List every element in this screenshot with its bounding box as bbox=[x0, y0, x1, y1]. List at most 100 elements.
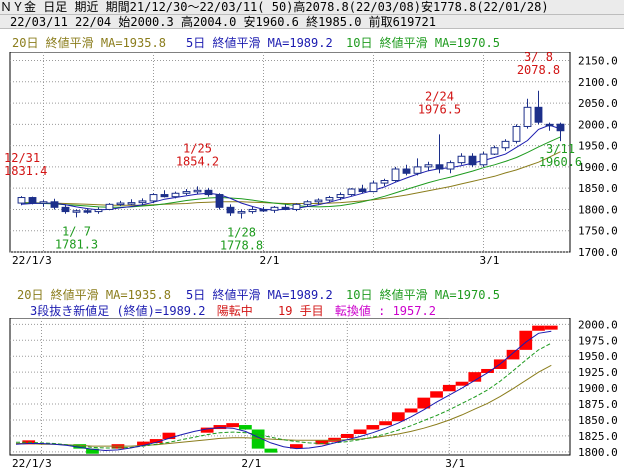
candle-body bbox=[61, 206, 70, 213]
annotation-date: 1/28 bbox=[227, 225, 256, 239]
break-brick bbox=[226, 423, 240, 428]
candle-body bbox=[292, 203, 301, 210]
y-tick-label: 2100.0 bbox=[578, 76, 618, 89]
break-brick bbox=[544, 325, 558, 330]
y-tick-label: 2000.0 bbox=[578, 318, 618, 331]
candle-body bbox=[237, 211, 246, 214]
break-brick bbox=[162, 432, 176, 440]
candle-body bbox=[138, 200, 147, 204]
candle-body bbox=[270, 206, 279, 211]
legend-ma20: 20日 終値平滑 MA=1935.8 bbox=[12, 36, 166, 50]
break-brick bbox=[137, 441, 150, 446]
x-tick-label: 2/1 bbox=[241, 457, 261, 470]
break-brick bbox=[506, 349, 520, 360]
candle-body bbox=[336, 194, 345, 199]
candle-body bbox=[39, 201, 48, 204]
y-tick-label: 1825.0 bbox=[578, 430, 618, 443]
candle-body bbox=[171, 192, 180, 198]
candle-body bbox=[127, 202, 136, 205]
candle-body bbox=[435, 164, 444, 170]
candle-body bbox=[380, 180, 389, 184]
lower-legend-ma5: 5日 終値平滑 MA=1989.2 bbox=[186, 288, 333, 302]
tlb-reversal-value: 転換値 : 1957.2 bbox=[334, 304, 436, 318]
tlb-trend-status: 陽転中 bbox=[216, 304, 253, 318]
plot-area bbox=[9, 52, 571, 253]
break-brick bbox=[404, 408, 418, 413]
y-tick-label: 1950.0 bbox=[578, 140, 618, 153]
candlestick-chart: 2150.0 2100.0 2050.0 2000.0 1950.0 1900.0 1850… bbox=[4, 52, 618, 264]
y-tick-label: 1850.0 bbox=[578, 182, 618, 195]
candle-body bbox=[248, 208, 257, 213]
break-brick bbox=[86, 448, 99, 454]
break-brick bbox=[366, 425, 380, 430]
candle-body bbox=[259, 208, 268, 212]
candle-body bbox=[512, 125, 521, 142]
break-brick bbox=[532, 325, 545, 331]
annotation-date: 2/24 bbox=[425, 89, 454, 103]
y-tick-label: 1900.0 bbox=[578, 161, 618, 174]
candle-body bbox=[402, 168, 411, 174]
break-brick bbox=[340, 433, 354, 438]
y-tick-label: 2150.0 bbox=[578, 55, 618, 68]
break-brick bbox=[442, 384, 456, 392]
candle-body bbox=[17, 197, 26, 204]
candle-body bbox=[369, 182, 378, 193]
candle-body bbox=[204, 189, 213, 196]
annotation-value: 1781.3 bbox=[55, 237, 98, 251]
quote-header: ＮＹ金 日足 期近 期間21/12/30～22/03/11( 50)高2078.… bbox=[0, 0, 624, 15]
y-tick-label: 1700.0 bbox=[578, 246, 618, 259]
candle-body bbox=[468, 155, 477, 166]
break-brick bbox=[417, 397, 431, 409]
candle-body bbox=[413, 166, 422, 174]
y-tick-label: 1975.0 bbox=[578, 334, 618, 347]
candle-body bbox=[479, 153, 488, 166]
candle-body bbox=[160, 194, 169, 198]
ohlc-summary-bar: 22/03/11 22/04 始2000.3 高2004.0 安1960.6 終… bbox=[0, 15, 624, 29]
break-brick bbox=[213, 425, 227, 430]
candle-body bbox=[226, 206, 235, 214]
three-line-break-chart: 2000.0 1975.0 1950.0 1925.0 1900.0 1875.0 1850… bbox=[9, 318, 618, 470]
candle-body bbox=[556, 123, 565, 132]
candle-body bbox=[303, 201, 312, 205]
annotation-date: 1/25 bbox=[183, 141, 212, 155]
candle-body bbox=[193, 189, 202, 193]
candle-body bbox=[83, 210, 92, 213]
x-tick-label: 2/1 bbox=[260, 254, 280, 264]
y-tick-label: 1925.0 bbox=[578, 366, 618, 379]
candle-body bbox=[446, 162, 455, 170]
y-tick-label: 1800.0 bbox=[578, 203, 618, 216]
x-tick-label: 3/1 bbox=[445, 457, 465, 470]
x-tick-label: 22/1/3 bbox=[12, 457, 52, 470]
break-brick bbox=[379, 421, 392, 426]
annotation-date: 1/ 7 bbox=[62, 224, 91, 238]
candle-body bbox=[347, 188, 356, 196]
y-tick-label: 1900.0 bbox=[578, 382, 618, 395]
ma5-line bbox=[15, 330, 552, 452]
candle-body bbox=[116, 202, 125, 206]
x-tick-label: 22/1/3 bbox=[12, 254, 52, 264]
break-brick bbox=[481, 368, 494, 373]
ma20-line bbox=[16, 364, 552, 447]
candle-body bbox=[28, 197, 37, 204]
candle-body bbox=[501, 140, 510, 149]
break-brick bbox=[315, 440, 329, 445]
break-brick bbox=[239, 425, 252, 430]
annotation-date: 3/11 bbox=[546, 142, 575, 156]
candle-body bbox=[149, 194, 158, 202]
legend-ma10: 10日 終値平滑 MA=1970.5 bbox=[346, 36, 500, 50]
break-brick bbox=[328, 437, 341, 442]
annotation-date: 12/31 bbox=[4, 151, 40, 165]
candle-body bbox=[424, 164, 433, 168]
x-tick-label: 3/1 bbox=[480, 254, 500, 264]
annotation-value: 1960.6 bbox=[539, 155, 582, 169]
candle-body bbox=[215, 194, 224, 208]
annotation-value: 1778.8 bbox=[220, 238, 263, 252]
candle-body bbox=[281, 206, 290, 210]
candle-body bbox=[94, 208, 103, 213]
annotation-value: 1976.5 bbox=[418, 102, 461, 116]
y-tick-label: 1875.0 bbox=[578, 398, 618, 411]
break-brick bbox=[353, 429, 367, 434]
annotation-value: 2078.8 bbox=[517, 63, 560, 77]
y-tick-label: 1850.0 bbox=[578, 414, 618, 427]
candle-body bbox=[72, 210, 81, 213]
